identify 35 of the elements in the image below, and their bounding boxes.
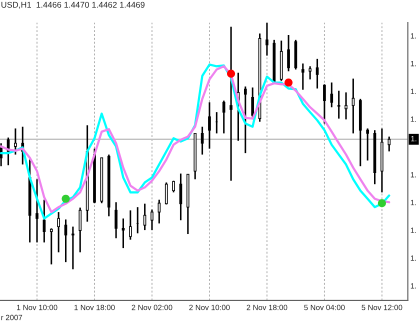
candlestick bbox=[251, 86, 254, 120]
candlestick bbox=[301, 62, 304, 90]
point bbox=[62, 194, 70, 203]
candlestick bbox=[114, 201, 118, 239]
candlestick bbox=[72, 226, 74, 270]
candlestick bbox=[388, 136, 391, 152]
candlestick bbox=[36, 178, 38, 244]
candlestick bbox=[64, 218, 68, 263]
candlestick bbox=[352, 78, 355, 134]
candlestick bbox=[244, 86, 247, 154]
candlestick bbox=[287, 34, 290, 72]
candlestick bbox=[337, 90, 340, 120]
candlestick bbox=[323, 84, 326, 124]
candlestick bbox=[222, 100, 226, 134]
candlestick bbox=[366, 128, 370, 162]
candlestick bbox=[344, 92, 348, 120]
candlestick bbox=[78, 206, 82, 254]
point bbox=[378, 199, 386, 208]
candlestick bbox=[172, 180, 175, 194]
candlestick bbox=[330, 82, 334, 108]
candlestick bbox=[122, 218, 125, 249]
candlestick bbox=[14, 128, 17, 156]
candlestick bbox=[129, 210, 132, 240]
candlestick bbox=[150, 208, 154, 231]
candlestick bbox=[308, 66, 312, 80]
candlestick bbox=[266, 22, 268, 56]
candlestick bbox=[230, 26, 232, 182]
candlestick bbox=[50, 228, 53, 266]
point bbox=[284, 78, 293, 87]
candlestick bbox=[208, 102, 211, 150]
candlestick bbox=[57, 211, 60, 254]
point bbox=[226, 70, 236, 78]
candlestick bbox=[164, 182, 168, 206]
chart-title: USD,H1 1.4466 1.4470 1.4462 1.4469 bbox=[1, 2, 145, 9]
candlestick bbox=[316, 58, 319, 90]
